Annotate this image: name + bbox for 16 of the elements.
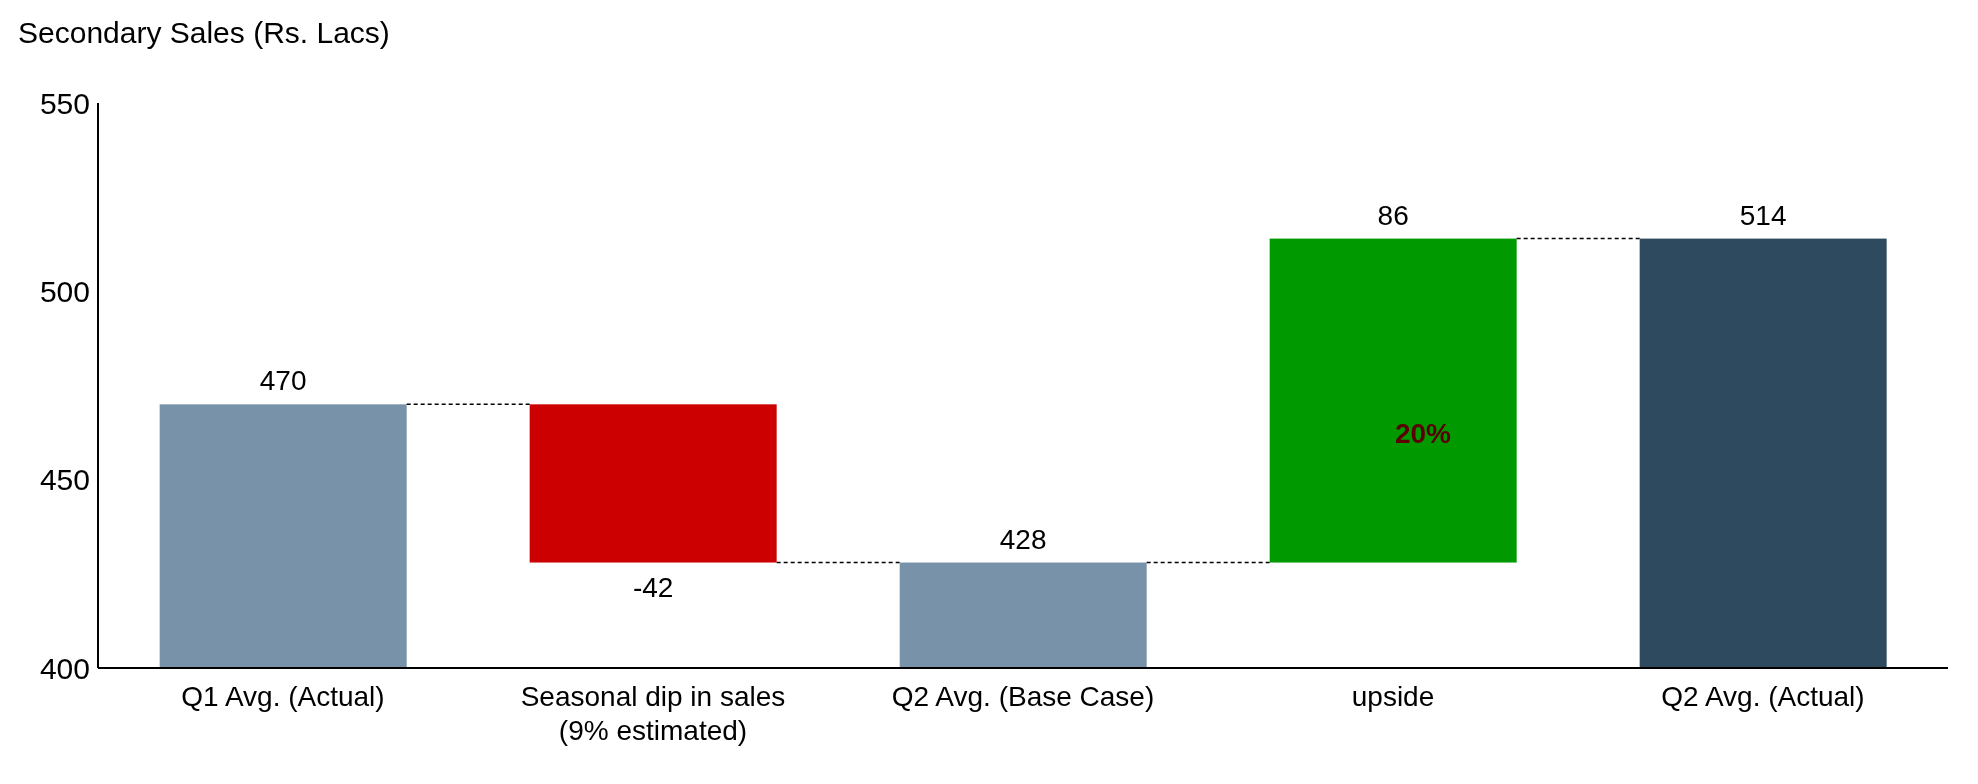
x-tick-label: upside: [1351, 681, 1435, 712]
x-tick-label: Q2 Avg. (Base Case): [891, 681, 1155, 712]
data-label: 86: [1377, 199, 1409, 231]
x-tick-label: Q2 Avg. (Actual): [1661, 681, 1865, 712]
y-tick-label: 500: [39, 274, 90, 308]
x-tick-label: Q1 Avg. (Actual): [181, 681, 385, 712]
data-label: 514: [1739, 199, 1787, 231]
data-label: -42: [632, 571, 674, 603]
annotation: 20%: [1393, 418, 1452, 450]
chart-title: Secondary Sales (Rs. Lacs): [18, 16, 390, 50]
data-label: 470: [259, 365, 307, 397]
x-tick-label: Seasonal dip in sales (9% estimated): [520, 681, 786, 746]
y-tick-label: 550: [39, 86, 90, 120]
data-label: 428: [999, 523, 1047, 555]
y-tick-label: 450: [39, 463, 90, 497]
y-tick-label: 400: [39, 651, 90, 685]
